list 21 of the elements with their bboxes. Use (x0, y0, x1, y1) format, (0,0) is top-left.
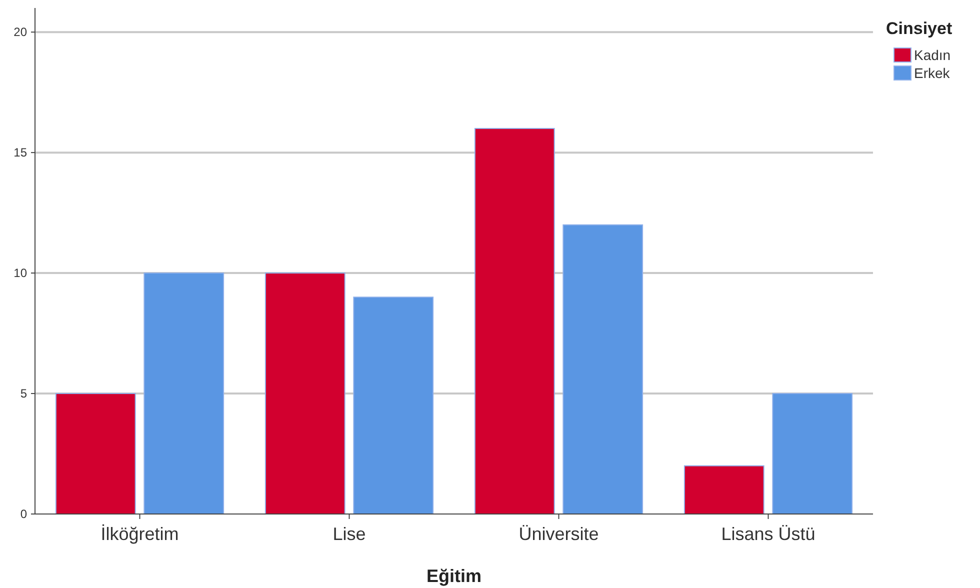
bar (562, 224, 644, 514)
y-tick-label: 20 (14, 24, 28, 39)
x-tick-label: İlköğretim (100, 524, 179, 544)
y-tick-label: 5 (20, 386, 28, 400)
y-tick-label: 10 (14, 266, 28, 280)
y-tick-label: 15 (14, 145, 28, 160)
bar (264, 272, 346, 514)
x-tick-label: Lisans Üstü (721, 524, 816, 544)
x-tick-label: Lise (332, 524, 366, 544)
x-axis-title: Eğitim (426, 566, 482, 586)
bar (684, 465, 764, 514)
x-tick-label: Üniversite (518, 524, 599, 544)
bar (772, 393, 853, 514)
bar (474, 128, 555, 514)
y-tick-label: 0 (20, 506, 28, 521)
bar (353, 296, 434, 514)
legend-label: Kadın (914, 47, 951, 63)
bar (144, 272, 224, 514)
legend-label: Erkek (914, 65, 951, 81)
bar (55, 393, 136, 514)
legend-title: Cinsiyet (886, 19, 952, 38)
